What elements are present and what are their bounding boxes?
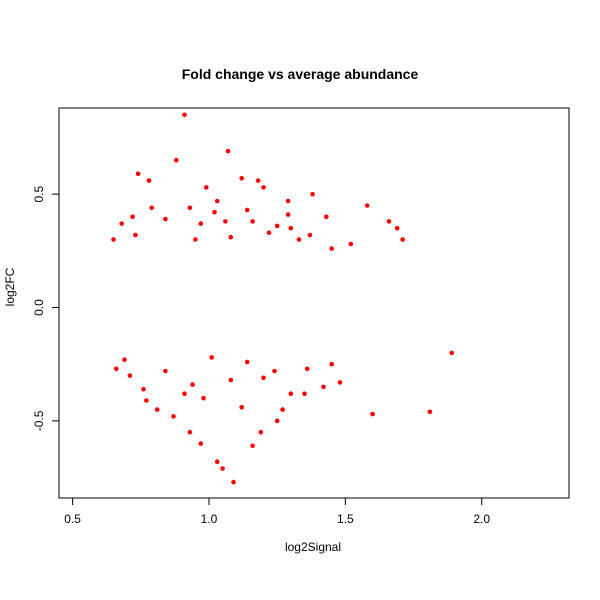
plot-frame [58, 107, 570, 499]
data-point [130, 214, 135, 220]
data-point [214, 198, 220, 204]
data-point [127, 373, 133, 378]
data-point [220, 466, 225, 471]
data-point [329, 246, 335, 251]
data-point [141, 386, 146, 392]
data-point [274, 418, 280, 424]
data-point [149, 205, 154, 211]
data-point [288, 225, 294, 231]
data-point [135, 171, 141, 177]
data-point [400, 237, 405, 242]
data-point [285, 198, 291, 204]
data-point [133, 232, 138, 238]
data-point [163, 368, 168, 374]
x-axis-label: log2Signal [285, 540, 341, 554]
data-point [174, 157, 179, 163]
data-point [119, 221, 124, 226]
y-axis: -0.5 0.0 0.5 [32, 185, 60, 431]
chart-title: Fold change vs average abundance [182, 66, 419, 82]
data-point [285, 212, 291, 217]
data-point [329, 361, 335, 367]
data-point [122, 357, 127, 363]
data-point [304, 366, 310, 372]
data-point [201, 395, 206, 401]
y-tick-label: -0.5 [32, 410, 46, 431]
data-point [228, 234, 234, 240]
data-point [223, 219, 228, 224]
data-point [154, 407, 160, 412]
data-point [244, 207, 250, 213]
data-point [193, 237, 198, 242]
data-point [307, 232, 313, 238]
data-point [274, 223, 280, 229]
x-tick-label: 2.0 [473, 512, 490, 526]
data-point [231, 479, 236, 485]
data-point [296, 237, 302, 242]
data-point [187, 429, 193, 435]
x-tick-label: 0.5 [64, 512, 81, 526]
y-axis-label: log2FC [3, 267, 17, 306]
data-point [302, 391, 307, 397]
data-points [111, 112, 455, 485]
data-point [364, 203, 370, 208]
data-point [190, 382, 195, 387]
data-point [212, 210, 217, 215]
data-point [427, 409, 433, 415]
data-point [209, 355, 214, 360]
data-point [214, 459, 220, 465]
data-point [272, 368, 277, 374]
data-point [198, 441, 204, 446]
data-point [228, 377, 234, 383]
data-point [386, 219, 392, 224]
data-point [225, 148, 231, 154]
data-point [280, 407, 285, 412]
data-point [250, 219, 255, 224]
x-tick-label: 1.5 [337, 512, 354, 526]
data-point [182, 112, 187, 118]
data-point [250, 443, 255, 449]
x-tick-label: 1.0 [201, 512, 218, 526]
data-point [182, 391, 187, 397]
x-axis: 0.5 1.0 1.5 2.0 [64, 497, 490, 526]
data-point [288, 391, 294, 397]
data-point [348, 241, 354, 247]
data-point [258, 429, 264, 435]
data-point [321, 384, 326, 390]
data-point [187, 205, 193, 211]
data-point [144, 398, 149, 403]
data-point [163, 216, 168, 222]
data-point [261, 375, 266, 381]
data-point [449, 350, 455, 356]
data-point [171, 414, 176, 419]
data-point [244, 359, 250, 365]
data-point [204, 185, 209, 190]
y-tick-label: 0.5 [32, 185, 46, 202]
data-point [114, 366, 119, 372]
data-point [394, 225, 400, 231]
data-point [239, 405, 244, 410]
data-point [310, 191, 315, 197]
data-point [324, 214, 329, 220]
data-point [198, 221, 204, 226]
data-point [239, 176, 244, 181]
data-point [370, 411, 375, 417]
data-point [146, 178, 152, 183]
data-point [261, 185, 266, 190]
data-point [337, 380, 343, 385]
data-point [255, 178, 261, 183]
data-point [266, 230, 272, 235]
point-series [111, 112, 455, 485]
data-point [111, 237, 116, 242]
y-tick-label: 0.0 [32, 299, 46, 316]
